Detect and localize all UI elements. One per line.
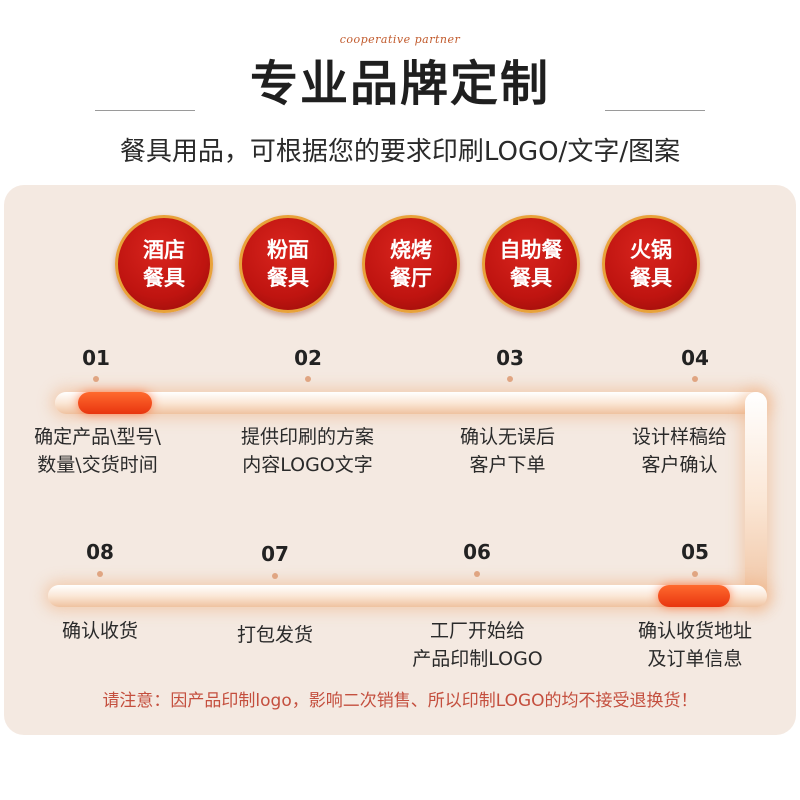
step-03-line-2: 客户下单 xyxy=(469,454,546,476)
step-02-line-2: 内容LOGO文字 xyxy=(242,454,373,476)
badge-line-1: 自助餐 xyxy=(499,238,563,262)
step-dot xyxy=(692,571,698,577)
category-badge-hotpot: 火锅 餐具 xyxy=(602,215,700,313)
title-divider-left xyxy=(95,110,195,111)
page-title: 专业品牌定制 xyxy=(249,56,550,112)
badge-line-1: 烧烤 xyxy=(390,238,432,262)
step-04-line-2: 客户确认 xyxy=(641,454,718,476)
step-02-description: 提供印刷的方案 内容LOGO文字 xyxy=(220,423,395,479)
page-subtitle: 餐具用品，可根据您的要求印刷LOGO/文字/图案 xyxy=(119,137,681,167)
category-badge-hotel: 酒店 餐具 xyxy=(115,215,213,313)
step-02-line-1: 提供印刷的方案 xyxy=(240,426,374,448)
step-number-03: 03 xyxy=(490,343,530,373)
step-05-line-2: 及订单信息 xyxy=(647,648,743,670)
step-dot xyxy=(305,376,311,382)
step-06-line-1: 工厂开始给 xyxy=(429,620,525,642)
step-dot xyxy=(692,376,698,382)
step-07-line-1: 打包发货 xyxy=(236,624,313,646)
step-number-05: 05 xyxy=(675,537,715,567)
category-badge-buffet: 自助餐 餐具 xyxy=(482,215,580,313)
step-dot xyxy=(272,573,278,579)
step-04-description: 设计样稿给 客户确认 xyxy=(592,423,767,479)
step-dot xyxy=(97,571,103,577)
step-01-line-1: 确定产品\型号\ xyxy=(34,426,161,448)
badge-line-2: 餐具 xyxy=(143,266,185,290)
badge-line-1: 火锅 xyxy=(630,238,672,262)
step-number-01: 01 xyxy=(76,343,116,373)
badge-line-2: 餐具 xyxy=(510,266,552,290)
category-badge-noodle: 粉面 餐具 xyxy=(239,215,337,313)
script-tagline: cooperative partner xyxy=(339,33,461,46)
step-number-02: 02 xyxy=(288,343,328,373)
step-number-06: 06 xyxy=(457,537,497,567)
process-rail-top xyxy=(55,392,767,414)
step-06-description: 工厂开始给 产品印制LOGO xyxy=(390,617,565,673)
step-05-line-1: 确认收货地址 xyxy=(637,620,752,642)
step-number-04: 04 xyxy=(675,343,715,373)
step-number-08: 08 xyxy=(80,537,120,567)
step-03-description: 确认无误后 客户下单 xyxy=(420,423,595,479)
step-dot xyxy=(507,376,513,382)
step-06-line-2: 产品印制LOGO xyxy=(412,648,543,670)
step-number-07: 07 xyxy=(255,539,295,569)
step-dot xyxy=(93,376,99,382)
progress-marker xyxy=(658,585,730,607)
title-divider-right xyxy=(605,110,705,111)
badge-line-1: 粉面 xyxy=(267,238,309,262)
step-01-line-2: 数量\交货时间 xyxy=(37,454,158,476)
step-03-line-1: 确认无误后 xyxy=(459,426,555,448)
step-07-description: 打包发货 xyxy=(195,621,355,649)
category-badge-bbq: 烧烤 餐厅 xyxy=(362,215,460,313)
return-policy-notice: 请注意：因产品印制logo，影响二次销售、所以印制LOGO的均不接受退换货！ xyxy=(102,691,698,711)
badge-line-2: 餐厅 xyxy=(390,266,432,290)
badge-line-1: 酒店 xyxy=(143,238,185,262)
progress-start-marker xyxy=(78,392,152,414)
badge-line-2: 餐具 xyxy=(630,266,672,290)
process-rail-bottom xyxy=(48,585,767,607)
step-08-line-1: 确认收货 xyxy=(61,620,138,642)
step-01-description: 确定产品\型号\ 数量\交货时间 xyxy=(10,423,185,479)
step-04-line-1: 设计样稿给 xyxy=(631,426,727,448)
step-08-description: 确认收货 xyxy=(20,617,180,645)
step-05-description: 确认收货地址 及订单信息 xyxy=(605,617,785,673)
badge-line-2: 餐具 xyxy=(267,266,309,290)
process-rail-connector xyxy=(745,392,767,607)
step-dot xyxy=(474,571,480,577)
